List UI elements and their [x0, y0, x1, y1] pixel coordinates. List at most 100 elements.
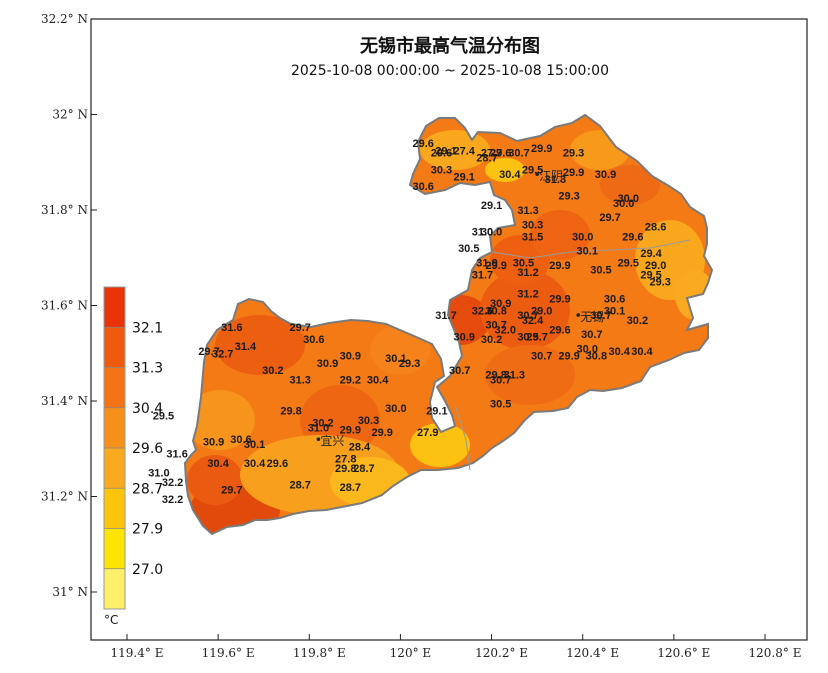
station-value: 30.6: [303, 334, 324, 346]
station-value: 30.1: [385, 353, 406, 365]
lat-tick-label: 31.8° N: [41, 203, 88, 217]
station-value: 30.9: [203, 437, 224, 449]
station-value: 30.8: [586, 351, 607, 363]
station-value: 29.0: [531, 305, 552, 317]
station-value: 31.0: [308, 422, 329, 434]
lat-tick-label: 32° N: [52, 108, 88, 122]
legend-label: 27.9: [132, 522, 163, 538]
station-value: 29.7: [289, 322, 310, 334]
station-value: 30.9: [317, 358, 338, 370]
station-value: 30.7: [508, 148, 529, 160]
station-value: 27.9: [417, 427, 438, 439]
lat-tick-label: 31° N: [52, 585, 88, 599]
lat-tick-label: 32.2° N: [41, 12, 88, 26]
station-value: 30.6: [230, 434, 251, 446]
station-value: 30.1: [577, 246, 598, 258]
lat-tick-label: 31.2° N: [41, 490, 88, 504]
legend-swatch: [104, 448, 125, 489]
station-value: 32.0: [495, 324, 516, 336]
station-value: 30.4: [631, 346, 653, 358]
station-value: 30.0: [572, 231, 593, 243]
station-value: 31.6: [221, 322, 242, 334]
station-value: 30.2: [262, 365, 283, 377]
station-value: 31.6: [166, 449, 187, 461]
station-value: 29.1: [481, 200, 502, 212]
station-value: 29.6: [490, 148, 511, 160]
station-value: 30.5: [517, 332, 538, 344]
station-value: 30.6: [413, 181, 434, 193]
station-value: 29.4: [640, 248, 662, 260]
station-value: 31.3: [504, 370, 525, 382]
station-value: 30.9: [595, 169, 616, 181]
station-value: 29.9: [549, 260, 570, 272]
city-label: 宜兴: [320, 433, 344, 448]
lon-tick-label: 119.8° E: [293, 646, 346, 660]
station-value: 29.6: [413, 138, 434, 150]
station-value: 30.2: [312, 417, 333, 429]
station-value: 29.5: [640, 269, 661, 281]
station-value: 29.5: [618, 258, 639, 270]
station-value: 30.5: [458, 243, 479, 255]
map-title: 无锡市最高气温分布图: [360, 35, 540, 57]
station-value: 30.7: [449, 365, 470, 377]
station-value: 31.7: [435, 310, 456, 322]
station-value: 30.6: [604, 293, 625, 305]
station-value: 28.7: [289, 480, 310, 492]
station-value: 27.8: [335, 453, 356, 465]
station-value: 31.5: [522, 231, 543, 243]
legend-label: 30.4: [132, 401, 163, 417]
station-value: 29.6: [267, 458, 288, 470]
station-value: 29.7: [221, 484, 242, 496]
station-value: 30.0: [577, 343, 598, 355]
station-value: 30.9: [340, 351, 361, 363]
city-marker: [576, 313, 580, 317]
station-value: 30.4: [207, 458, 229, 470]
legend-label: 29.6: [132, 441, 163, 457]
station-value: 30.7: [581, 329, 602, 341]
station-value: 29.6: [622, 231, 643, 243]
station-value: 30.4: [367, 375, 389, 387]
station-value: 30.7: [485, 320, 506, 332]
station-value: 29.8: [335, 463, 356, 475]
station-value: 29.8: [485, 370, 506, 382]
station-value: 30.4: [608, 346, 630, 358]
station-value: 28.7: [353, 463, 374, 475]
lon-tick-label: 120.8° E: [749, 646, 802, 660]
station-value: 29.1: [426, 406, 447, 418]
station-value: 30.1: [604, 305, 625, 317]
legend-swatch: [104, 528, 125, 569]
city-label: 江阴: [539, 169, 563, 183]
lat-tick-label: 31.4° N: [41, 394, 88, 408]
station-value: 30.5: [490, 398, 511, 410]
station-value: 29.3: [649, 277, 670, 289]
legend-swatch: [104, 367, 125, 408]
station-value: 30.5: [590, 265, 611, 277]
station-value: 29.1: [454, 172, 475, 184]
station-value: 30.1: [244, 439, 265, 451]
legend-swatch: [104, 568, 125, 609]
station-value: 30.0: [613, 198, 634, 210]
station-value: 29.0: [645, 260, 666, 272]
station-value: 30.3: [358, 415, 379, 427]
latitude-axis: 32.2° N 32° N 31.8° N 31.6° N 31.4° N 31.2° N…: [41, 12, 97, 599]
station-value: 29.6: [431, 148, 452, 160]
station-value: 29.1: [435, 145, 456, 157]
station-value: 29.9: [558, 351, 579, 363]
legend-unit: °C: [104, 613, 118, 627]
station-value: 29.9: [340, 425, 361, 437]
station-value: 31.7: [472, 269, 493, 281]
station-value: 30.2: [481, 334, 502, 346]
station-value: 30.9: [490, 298, 511, 310]
station-value: 31.3: [545, 174, 566, 186]
legend-label: 28.7: [132, 481, 163, 497]
station-value: 30.4: [244, 458, 266, 470]
legend-swatch: [104, 488, 125, 529]
station-value: 31.0: [148, 468, 169, 480]
station-value: 29.8: [280, 406, 301, 418]
legend-swatch: [104, 407, 125, 448]
legend-label: 27.0: [132, 562, 163, 578]
lon-tick-label: 120.4° E: [566, 646, 619, 660]
station-value: 32.2: [162, 494, 183, 506]
station-value: 31.2: [517, 289, 538, 301]
